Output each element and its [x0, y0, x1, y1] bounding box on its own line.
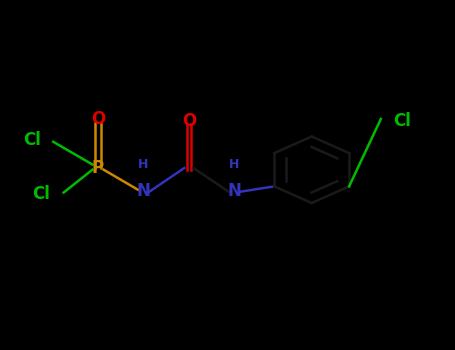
Text: O: O: [91, 110, 105, 128]
Text: H: H: [229, 158, 239, 171]
Text: N: N: [136, 182, 150, 200]
Text: N: N: [228, 182, 241, 200]
Text: Cl: Cl: [32, 185, 50, 203]
Text: Cl: Cl: [23, 131, 41, 149]
Text: O: O: [182, 112, 196, 130]
Text: H: H: [138, 158, 148, 171]
Text: P: P: [92, 159, 104, 177]
Text: Cl: Cl: [394, 112, 411, 130]
